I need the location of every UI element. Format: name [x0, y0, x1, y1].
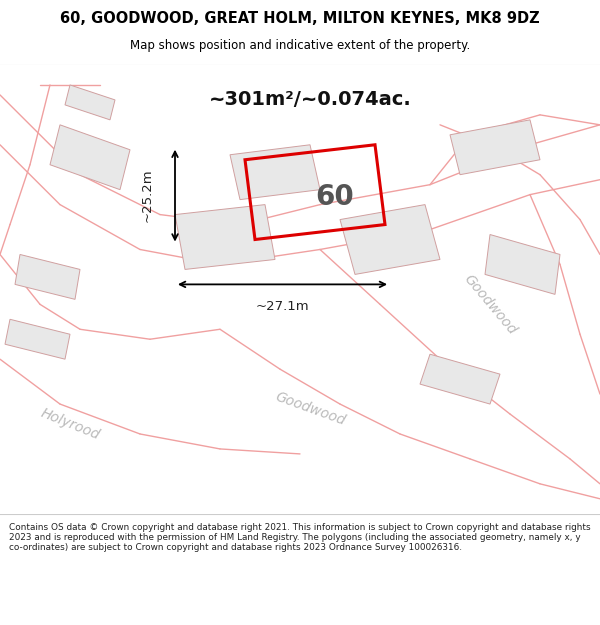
- Text: Holyrood: Holyrood: [38, 406, 101, 442]
- Polygon shape: [340, 204, 440, 274]
- Text: Goodwood: Goodwood: [461, 272, 519, 337]
- Polygon shape: [5, 319, 70, 359]
- Text: 60: 60: [316, 183, 355, 211]
- Text: ~301m²/~0.074ac.: ~301m²/~0.074ac.: [209, 91, 412, 109]
- Polygon shape: [50, 125, 130, 189]
- Polygon shape: [230, 145, 320, 199]
- Polygon shape: [450, 120, 540, 175]
- Text: Goodwood: Goodwood: [273, 390, 347, 428]
- Polygon shape: [15, 254, 80, 299]
- Text: ~25.2m: ~25.2m: [140, 169, 154, 222]
- Polygon shape: [485, 234, 560, 294]
- Polygon shape: [65, 85, 115, 120]
- Polygon shape: [175, 204, 275, 269]
- Text: Contains OS data © Crown copyright and database right 2021. This information is : Contains OS data © Crown copyright and d…: [9, 522, 590, 552]
- Text: 60, GOODWOOD, GREAT HOLM, MILTON KEYNES, MK8 9DZ: 60, GOODWOOD, GREAT HOLM, MILTON KEYNES,…: [60, 11, 540, 26]
- Text: Map shows position and indicative extent of the property.: Map shows position and indicative extent…: [130, 39, 470, 52]
- Polygon shape: [420, 354, 500, 404]
- Text: ~27.1m: ~27.1m: [256, 300, 310, 313]
